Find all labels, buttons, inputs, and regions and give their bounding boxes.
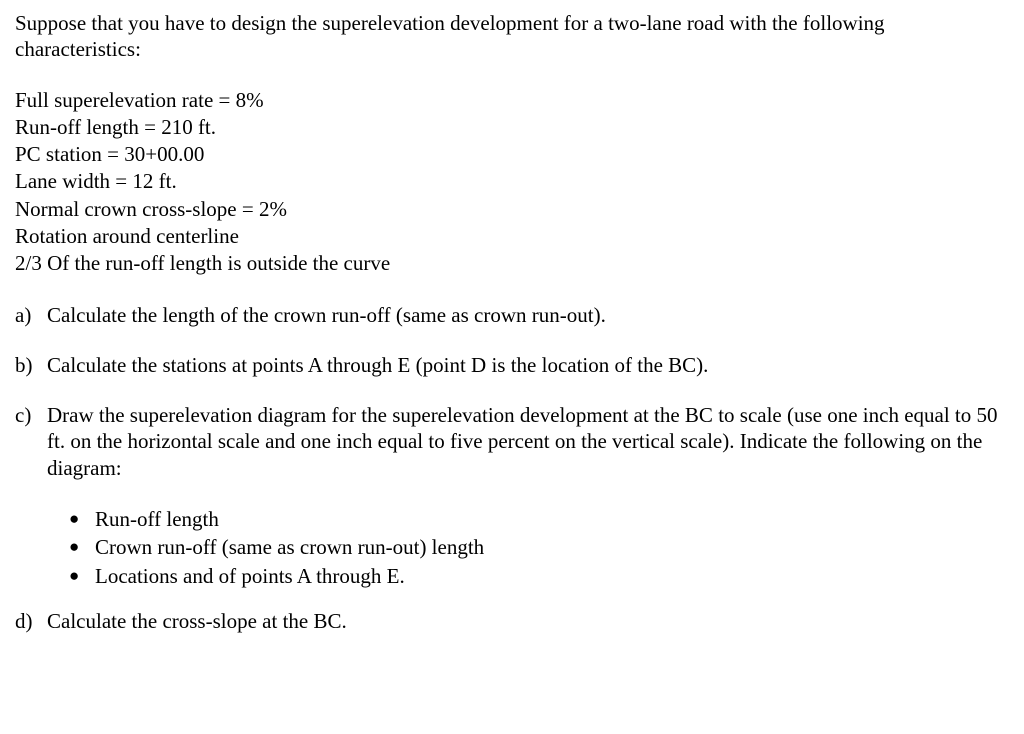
intro-text: Suppose that you have to design the supe…: [15, 10, 1004, 63]
question-label-d: d): [15, 608, 47, 634]
bullet-crown-runoff: Crown run-off (same as crown run-out) le…: [95, 533, 1004, 561]
question-text-b: Calculate the stations at points A throu…: [47, 352, 1004, 378]
question-c: c) Draw the superelevation diagram for t…: [15, 402, 1004, 481]
question-label-a: a): [15, 302, 47, 328]
param-pc-station: PC station = 30+00.00: [15, 141, 1004, 168]
param-lane-width: Lane width = 12 ft.: [15, 168, 1004, 195]
questions-list: a) Calculate the length of the crown run…: [15, 302, 1004, 635]
question-b: b) Calculate the stations at points A th…: [15, 352, 1004, 378]
param-runoff-fraction: 2/3 Of the run-off length is outside the…: [15, 250, 1004, 277]
question-text-d: Calculate the cross-slope at the BC.: [47, 608, 1004, 634]
param-superelevation-rate: Full superelevation rate = 8%: [15, 87, 1004, 114]
bullet-runoff-length: Run-off length: [95, 505, 1004, 533]
param-crown-slope: Normal crown cross-slope = 2%: [15, 196, 1004, 223]
bullet-item: ● Run-off length: [69, 505, 1004, 533]
bullet-locations: Locations and of points A through E.: [95, 562, 1004, 590]
bullet-item: ● Locations and of points A through E.: [69, 562, 1004, 590]
bullet-icon: ●: [69, 533, 95, 560]
bullet-icon: ●: [69, 505, 95, 532]
question-text-a: Calculate the length of the crown run-of…: [47, 302, 1004, 328]
question-a: a) Calculate the length of the crown run…: [15, 302, 1004, 328]
parameters-block: Full superelevation rate = 8% Run-off le…: [15, 87, 1004, 278]
param-rotation: Rotation around centerline: [15, 223, 1004, 250]
bullet-item: ● Crown run-off (same as crown run-out) …: [69, 533, 1004, 561]
question-label-b: b): [15, 352, 47, 378]
question-label-c: c): [15, 402, 47, 481]
bullet-icon: ●: [69, 562, 95, 589]
param-runoff-length: Run-off length = 210 ft.: [15, 114, 1004, 141]
question-d: d) Calculate the cross-slope at the BC.: [15, 608, 1004, 634]
question-text-c: Draw the superelevation diagram for the …: [47, 402, 1004, 481]
question-c-bullets: ● Run-off length ● Crown run-off (same a…: [15, 505, 1004, 590]
